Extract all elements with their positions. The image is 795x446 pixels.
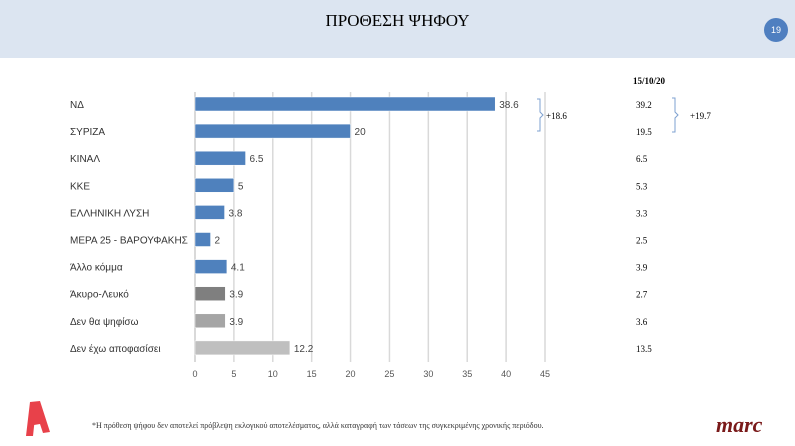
- x-tick-label: 30: [423, 369, 433, 379]
- data-label: 38.6: [499, 100, 519, 111]
- data-label: 3.8: [229, 208, 243, 219]
- data-label: 20: [355, 127, 367, 138]
- data-label: 4.1: [231, 263, 245, 274]
- x-tick-label: 15: [307, 369, 317, 379]
- category-label: Άκυρο-Λευκό: [70, 289, 129, 301]
- bar: [194, 178, 235, 193]
- previous-value: 6.5: [636, 154, 648, 164]
- category-label: ΣΥΡΙΖΑ: [70, 127, 105, 138]
- data-label: 3.9: [229, 290, 243, 301]
- footnote: *Η πρόθεση ψήφου δεν αποτελεί πρόβλεψη ε…: [92, 421, 544, 430]
- x-tick-label: 20: [346, 369, 356, 379]
- previous-value: 13.5: [636, 344, 652, 354]
- difference-label-current: +18.6: [546, 111, 567, 121]
- bar: [194, 232, 211, 247]
- category-label: ΚΚΕ: [70, 181, 90, 192]
- category-label: ΕΛΛΗΝΙΚΗ ΛΥΣΗ: [70, 208, 149, 219]
- previous-value: 3.9: [636, 263, 648, 273]
- bar: [194, 313, 226, 329]
- previous-value: 2.7: [636, 290, 648, 300]
- page-number-badge: 19: [764, 18, 788, 42]
- data-label: 5: [238, 181, 244, 192]
- page-title: ΠΡΟΘΕΣΗ ΨΗΦΟΥ: [325, 11, 470, 30]
- x-tick-label: 40: [501, 369, 511, 379]
- x-tick-label: 10: [268, 369, 278, 379]
- data-label: 6.5: [250, 154, 264, 165]
- marc-logo: marc: [716, 412, 763, 437]
- x-tick-label: 5: [231, 369, 236, 379]
- previous-date-header: 15/10/20: [633, 76, 666, 86]
- bar: [194, 123, 351, 139]
- previous-value: 2.5: [636, 236, 648, 246]
- x-tick-label: 45: [540, 369, 550, 379]
- bar: [194, 96, 496, 112]
- data-label: 2: [215, 236, 221, 247]
- data-label: 12.2: [294, 344, 314, 355]
- bar: [194, 340, 291, 356]
- difference-bracket-previous: [672, 97, 679, 133]
- difference-label-previous: +19.7: [690, 111, 711, 121]
- data-label: 3.9: [229, 317, 243, 328]
- header-band: [0, 0, 795, 58]
- bar: [194, 259, 228, 274]
- bar: [194, 205, 225, 220]
- bar: [194, 150, 246, 166]
- x-tick-label: 35: [462, 369, 472, 379]
- difference-bracket-current: [537, 98, 544, 132]
- previous-value: 5.3: [636, 181, 648, 191]
- category-label: Δεν θα ψηφίσω: [70, 316, 139, 328]
- category-label: ΝΔ: [70, 100, 84, 111]
- category-label: ΜΕΡΑ 25 - ΒΑΡΟΥΦΑΚΗΣ: [70, 236, 188, 247]
- category-label: Δεν έχω αποφασίσει: [70, 343, 161, 355]
- bar: [194, 286, 226, 301]
- previous-value: 39.2: [636, 100, 652, 110]
- previous-value: 19.5: [636, 127, 652, 137]
- previous-value: 3.6: [636, 317, 648, 327]
- previous-value: 3.3: [636, 208, 648, 218]
- alpha-logo: [26, 401, 50, 436]
- x-tick-label: 0: [192, 369, 197, 379]
- x-tick-label: 25: [384, 369, 394, 379]
- category-label: ΚΙΝΑΛ: [70, 154, 100, 165]
- category-label: Άλλο κόμμα: [70, 262, 123, 274]
